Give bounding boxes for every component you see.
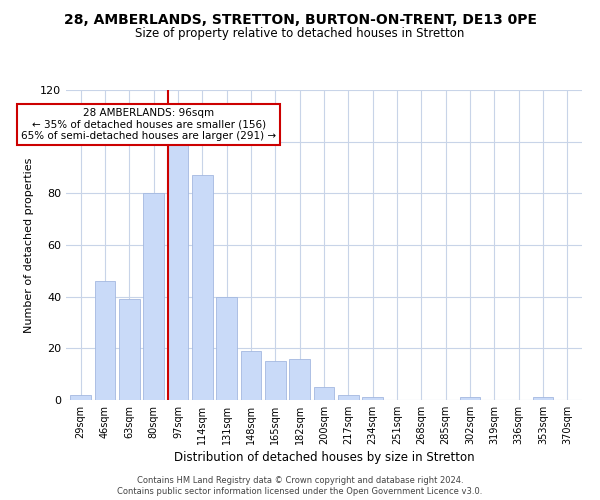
Text: 28 AMBERLANDS: 96sqm
← 35% of detached houses are smaller (156)
65% of semi-deta: 28 AMBERLANDS: 96sqm ← 35% of detached h… [21,108,277,142]
Bar [119,299,140,400]
Bar [216,296,237,400]
Bar [167,142,188,400]
Text: Contains public sector information licensed under the Open Government Licence v3: Contains public sector information licen… [118,487,482,496]
Bar [265,361,286,400]
X-axis label: Distribution of detached houses by size in Stretton: Distribution of detached houses by size … [173,451,475,464]
Text: Size of property relative to detached houses in Stretton: Size of property relative to detached ho… [136,28,464,40]
Bar [192,175,212,400]
Bar [70,395,91,400]
Bar [338,395,359,400]
Y-axis label: Number of detached properties: Number of detached properties [25,158,34,332]
Text: 28, AMBERLANDS, STRETTON, BURTON-ON-TRENT, DE13 0PE: 28, AMBERLANDS, STRETTON, BURTON-ON-TREN… [64,12,536,26]
Bar [314,387,334,400]
Bar [143,194,164,400]
Bar [533,398,553,400]
Bar [241,351,262,400]
Text: Contains HM Land Registry data © Crown copyright and database right 2024.: Contains HM Land Registry data © Crown c… [137,476,463,485]
Bar [289,358,310,400]
Bar [95,281,115,400]
Bar [460,398,481,400]
Bar [362,398,383,400]
